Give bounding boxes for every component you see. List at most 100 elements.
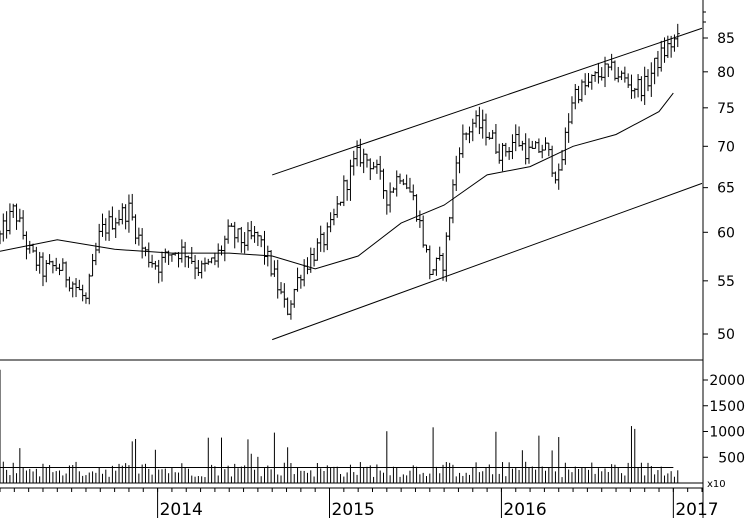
price-tick-label: 65 [717,181,735,197]
price-bar [103,218,108,241]
price-bar [17,208,22,223]
price-bar [242,232,247,254]
price-bar [536,138,541,154]
volume-unit-label: x10 [707,479,726,490]
price-bar [411,184,416,201]
price-bar [255,231,260,247]
price-bar [90,253,95,277]
price-bar [470,118,475,142]
price-bar [176,251,181,268]
price-bar [560,149,565,171]
price-bar [646,69,650,92]
price-bar [80,284,85,302]
price-bar [298,274,303,289]
price-bar [40,252,45,287]
price-bar [500,143,505,172]
price-bar [262,230,267,265]
price-bar [467,126,472,144]
price-tick-label: 60 [717,225,735,241]
price-bar [318,225,323,252]
price-bar [54,257,59,272]
price-bar [612,60,617,81]
price-bar [100,213,105,237]
price-bar [556,163,561,190]
volume-tick-label: 1000 [709,425,745,441]
price-bar [437,246,442,261]
price-bar [285,297,290,316]
year-label: 2016 [503,500,546,518]
price-bar [47,254,52,265]
price-bar [510,134,515,160]
price-bar [480,109,485,139]
volume-tick-label: 1500 [709,399,745,415]
price-bar [361,148,366,174]
price-bar [107,210,112,241]
price-bar [150,254,155,268]
price-bar [394,170,399,197]
moving-average-line [0,92,674,270]
price-bar [269,250,274,277]
price-bar [616,66,621,83]
year-label: 2015 [332,500,375,518]
price-tick-label: 70 [717,139,735,155]
price-bar [57,263,62,276]
price-bar [97,223,102,254]
price-bar [474,110,479,128]
price-bar [503,142,508,157]
price-bar [543,137,548,151]
price-bar [146,242,151,268]
price-bar [659,40,664,72]
price-bar [156,259,161,284]
volume-tick-label: 2000 [709,373,745,389]
price-bar [507,147,512,160]
price-bar [169,253,174,262]
year-label: 2014 [160,500,203,518]
price-bar [123,204,128,230]
price-bar [642,66,647,105]
price-bar [335,195,340,218]
price-bar [245,222,250,251]
price-bar [517,126,522,147]
price-bar [540,144,545,159]
price-bar [252,225,257,243]
price-bar [1,213,6,242]
price-bar [312,247,317,267]
price-bar [130,193,135,221]
price-bar [292,288,297,308]
price-bar [391,187,396,193]
price-bar [308,247,313,273]
price-bar [629,74,634,99]
price-bar [404,174,409,190]
price-bar [212,252,217,266]
price-bar [424,244,429,253]
price-bar [196,259,201,277]
price-bar [193,255,198,280]
price-bar [526,138,531,164]
price-bar [4,211,9,239]
price-bar [183,241,188,268]
price-bar [133,214,138,245]
price-bar [530,140,535,149]
price-bar [7,203,12,235]
price-bar [454,155,459,192]
price-bar [586,73,591,88]
price-bar [302,259,307,287]
upper-channel-line [272,27,703,176]
price-tick-label: 55 [717,274,735,290]
price-bar [87,273,92,305]
price-bar [493,123,498,155]
price-tick-label: 50 [717,327,735,343]
price-bar [351,150,356,176]
price-bar [626,73,631,88]
price-bar [550,145,555,177]
price-bar [295,267,300,292]
price-bar [160,251,164,282]
price-bar [563,127,568,165]
price-bar [523,133,528,165]
price-bar [421,215,426,248]
price-bar [622,66,627,83]
price-bar [417,210,422,228]
price-bar [355,140,360,167]
price-bar [345,179,350,201]
